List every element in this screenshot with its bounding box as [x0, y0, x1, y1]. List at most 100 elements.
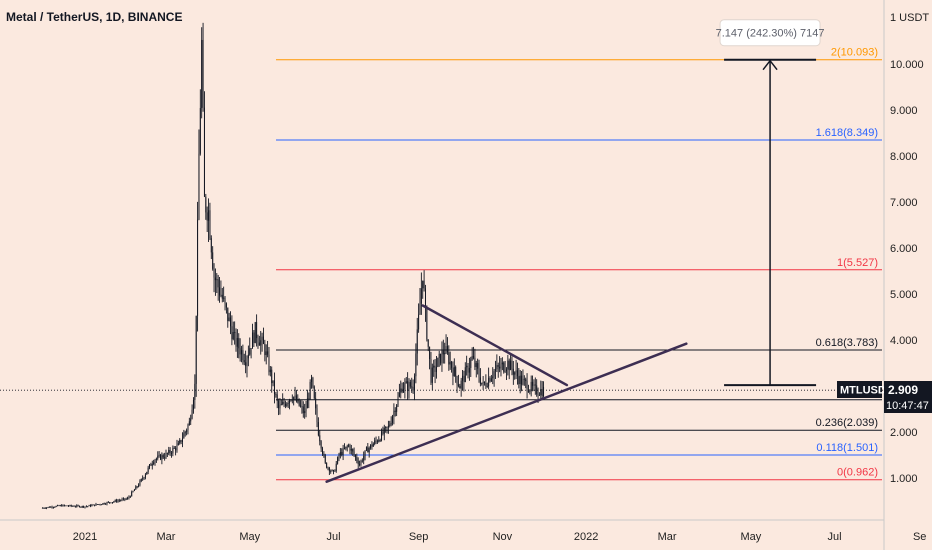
candle-body: [166, 453, 168, 454]
candle-body: [235, 332, 237, 347]
candle-body: [109, 502, 111, 503]
candle-body: [437, 357, 439, 367]
candle-body: [106, 502, 108, 504]
candle-body: [401, 388, 403, 392]
candle-body: [431, 367, 433, 383]
candle-body: [363, 456, 365, 461]
candle-body: [280, 404, 282, 406]
candle-body: [169, 450, 171, 453]
candle-body: [295, 395, 297, 402]
candle-body: [475, 363, 477, 367]
candle-body: [503, 362, 505, 372]
candle-body: [70, 505, 72, 506]
candle-body: [208, 210, 210, 221]
fib-level-label: 0(0.962): [837, 467, 878, 479]
candle-body: [404, 383, 406, 390]
candle-body: [493, 371, 495, 377]
candle-body: [54, 506, 56, 508]
candle-body: [311, 377, 313, 382]
candle-body: [396, 405, 398, 412]
measure-label: 7.147 (242.30%) 7147: [716, 28, 825, 40]
candle-body: [276, 394, 278, 402]
price-tick-label: 2.000: [890, 427, 918, 439]
candle-body: [433, 365, 435, 368]
candle-body: [519, 375, 521, 385]
candle-body: [168, 450, 170, 454]
candle-body: [468, 367, 470, 373]
candle-body: [489, 377, 491, 382]
candle-body: [181, 438, 183, 442]
candle-body: [482, 381, 484, 383]
candle-body: [121, 499, 123, 501]
candle-body: [262, 336, 264, 344]
candle-body: [494, 369, 496, 372]
candle-body: [84, 506, 86, 508]
candle-body: [346, 446, 348, 448]
candle-body: [180, 440, 182, 442]
candle-body: [153, 462, 155, 464]
candle-body: [464, 367, 466, 383]
candle-body: [80, 506, 82, 508]
candle-body: [87, 506, 89, 507]
candle-body: [478, 368, 480, 378]
candle-body: [98, 504, 100, 506]
candle-body: [76, 505, 78, 507]
candle-body: [105, 503, 107, 505]
candle-body: [110, 502, 112, 504]
candle-body: [371, 444, 373, 447]
candle-body: [341, 452, 343, 455]
candle-body: [368, 447, 370, 453]
candle-body: [430, 358, 432, 383]
candle-body: [225, 303, 227, 308]
time-tick-label: Nov: [493, 531, 513, 543]
candle-body: [537, 394, 539, 396]
currency-label[interactable]: 1 USDT: [890, 12, 929, 24]
candle-body: [51, 506, 53, 508]
candle-body: [57, 505, 59, 507]
fib-level-label: 0.236(2.039): [816, 417, 878, 429]
candle-body: [328, 467, 330, 472]
candle-body: [157, 455, 159, 459]
candle-body: [212, 252, 214, 269]
candle-body: [354, 454, 356, 457]
candle-body: [523, 378, 525, 380]
candle-body: [247, 354, 249, 359]
candle-body: [463, 375, 465, 383]
candle-body: [497, 365, 499, 367]
candle-body: [326, 462, 328, 468]
candle-body: [315, 398, 317, 409]
candle-body: [322, 448, 324, 454]
candle-body: [289, 399, 291, 404]
candle-body: [254, 322, 256, 343]
candle-body: [258, 342, 260, 346]
candle-body: [538, 395, 540, 396]
candle-body: [278, 401, 280, 409]
candle-body: [66, 505, 68, 507]
time-axis[interactable]: 2021 Mar May Jul Sep Nov 2022 Mar May Jul Se: [73, 531, 927, 543]
candle-body: [372, 443, 374, 447]
candle-body: [394, 410, 396, 412]
candle-body: [374, 440, 376, 444]
candle-body: [327, 467, 329, 469]
candle-body: [398, 392, 400, 397]
candle-body: [471, 356, 473, 360]
symbol-tag-text: MTLUSDT: [840, 385, 893, 397]
candle-body: [52, 507, 54, 508]
price-axis[interactable]: 1.0002.0003.0004.0005.0006.0007.0008.000…: [890, 59, 924, 485]
candle-body: [317, 422, 319, 436]
candle-body: [316, 408, 318, 423]
price-tag: MTLUSDT 2.909 10:47:47: [837, 381, 932, 413]
candle-body: [216, 279, 218, 281]
candle-body: [241, 350, 243, 355]
candle-body: [111, 502, 113, 503]
price-tick-label: 10.000: [890, 59, 924, 71]
candle-body: [445, 346, 447, 353]
candle-body: [239, 348, 241, 355]
candle-body: [224, 297, 226, 304]
candle-body: [47, 507, 49, 508]
candle-body: [383, 427, 385, 434]
candle-body: [457, 384, 459, 386]
candle-body: [331, 470, 333, 472]
